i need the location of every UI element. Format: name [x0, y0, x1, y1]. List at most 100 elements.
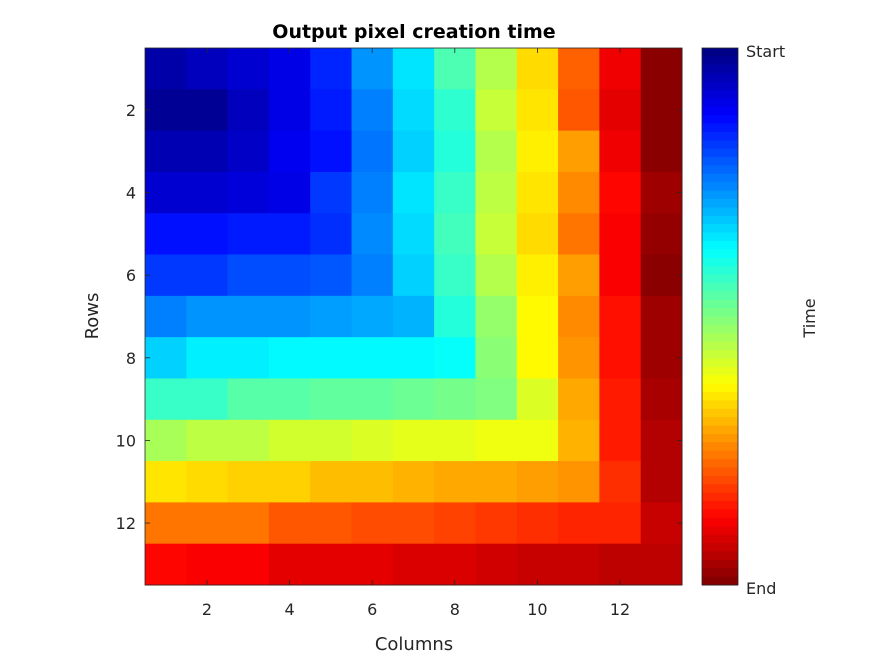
heatmap-cell	[186, 171, 229, 214]
heatmap-cell	[516, 419, 559, 462]
colorbar-band	[702, 358, 738, 368]
heatmap-cell	[558, 130, 600, 173]
heatmap-cell	[434, 171, 476, 214]
heatmap-cell	[145, 378, 187, 421]
colorbar-band	[702, 350, 738, 359]
heatmap-cell	[227, 461, 270, 503]
heatmap-cell	[599, 419, 642, 462]
heatmap-cell	[475, 171, 518, 214]
heatmap-cell	[475, 543, 518, 586]
heatmap-cell	[516, 213, 559, 256]
x-axis-ticks: 2 4 6 8 10 12	[202, 48, 630, 619]
colorbar-band	[702, 316, 738, 326]
colorbar-band	[702, 417, 738, 427]
heatmap-cell	[145, 89, 187, 132]
heatmap-cell	[434, 213, 476, 256]
heatmap-cell	[516, 295, 559, 338]
heatmap-cell	[145, 502, 187, 545]
heatmap-cell	[227, 419, 270, 462]
heatmap-cell	[392, 502, 435, 545]
colorbar-band	[702, 98, 738, 108]
heatmap-cell	[558, 461, 600, 503]
heatmap-cell	[227, 213, 270, 256]
heatmap-cell	[558, 254, 600, 297]
heatmap-cells	[145, 48, 683, 586]
heatmap-cell	[392, 213, 435, 256]
heatmap-cell	[558, 502, 600, 545]
heatmap-cell	[640, 171, 683, 214]
heatmap-cell	[475, 502, 518, 545]
heatmap-cell	[640, 502, 683, 545]
heatmap-cell	[227, 502, 270, 545]
heatmap-cell	[475, 378, 518, 421]
heatmap-cell	[268, 213, 311, 256]
heatmap-cell	[268, 337, 311, 379]
colorbar-band	[702, 408, 738, 418]
heatmap-cell	[558, 337, 600, 379]
heatmap-cell	[186, 502, 229, 545]
colorbar-band	[702, 400, 738, 410]
heatmap-cell	[186, 213, 229, 256]
heatmap-cell	[145, 543, 187, 586]
heatmap-cell	[145, 461, 187, 503]
colorbar-band	[702, 173, 738, 183]
heatmap-cell	[392, 130, 435, 173]
heatmap-cell	[351, 543, 394, 586]
x-tick-label: 8	[450, 600, 460, 619]
heatmap-cell	[516, 461, 559, 503]
heatmap-cell	[392, 171, 435, 214]
heatmap-cell	[640, 213, 683, 256]
heatmap-cell	[186, 130, 229, 173]
heatmap-cell	[558, 171, 600, 214]
heatmap-cell	[351, 89, 394, 132]
heatmap-cell	[558, 295, 600, 338]
heatmap-cell	[268, 171, 311, 214]
colorbar-start-label: Start	[746, 42, 785, 61]
heatmap-cell	[475, 213, 518, 256]
heatmap-cell	[640, 89, 683, 132]
colorbar: Start End Time	[701, 42, 819, 598]
heatmap-cell	[310, 337, 353, 379]
colorbar-gradient	[702, 48, 738, 586]
heatmap-cell	[434, 295, 476, 338]
heatmap-cell	[392, 89, 435, 132]
colorbar-frame	[701, 47, 739, 586]
heatmap-cell	[640, 337, 683, 379]
y-tick-label: 10	[116, 431, 136, 450]
heatmap-cell	[640, 254, 683, 297]
colorbar-band	[702, 425, 738, 435]
heatmap-cell	[558, 378, 600, 421]
y-tick-label: 8	[126, 349, 136, 368]
heatmap-cell	[434, 461, 476, 503]
heatmap-cell	[145, 337, 187, 379]
colorbar-band	[702, 442, 738, 452]
heatmap-cell	[227, 48, 270, 90]
heatmap-cell	[558, 543, 600, 586]
heatmap-cell	[599, 461, 642, 503]
heatmap-cell	[351, 461, 394, 503]
heatmap-cell	[310, 502, 353, 545]
heatmap-cell	[145, 171, 187, 214]
colorbar-band	[702, 341, 738, 351]
colorbar-band	[702, 467, 738, 477]
plot-frame	[144, 47, 683, 586]
colorbar-band	[702, 526, 738, 536]
colorbar-band	[702, 266, 738, 276]
heatmap-cell	[268, 502, 311, 545]
heatmap-cell	[227, 89, 270, 132]
heatmap-cell	[516, 48, 559, 90]
heatmap-cell	[599, 337, 642, 379]
colorbar-band	[702, 64, 738, 74]
heatmap-cell	[475, 419, 518, 462]
heatmap-cell	[227, 295, 270, 338]
colorbar-band	[702, 274, 738, 284]
heatmap-cell	[599, 295, 642, 338]
colorbar-band	[702, 148, 738, 158]
heatmap-cell	[475, 295, 518, 338]
heatmap-cell	[310, 543, 353, 586]
colorbar-band	[702, 115, 738, 125]
chart-title: Output pixel creation time	[272, 21, 555, 43]
x-tick-label: 4	[284, 600, 294, 619]
x-tick-label: 10	[527, 600, 547, 619]
heatmap-cell	[434, 89, 476, 132]
